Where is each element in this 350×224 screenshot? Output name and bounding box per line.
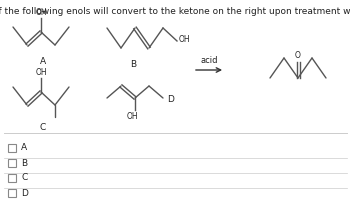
Text: A: A bbox=[40, 57, 46, 66]
Text: OH: OH bbox=[35, 8, 47, 17]
Text: Which of the following enols will convert to the ketone on the right upon treatm: Which of the following enols will conver… bbox=[0, 7, 350, 16]
Text: acid: acid bbox=[200, 56, 218, 65]
Bar bbox=[8, 189, 16, 197]
Text: A: A bbox=[21, 144, 27, 153]
Text: OH: OH bbox=[126, 112, 138, 121]
Text: C: C bbox=[21, 174, 27, 183]
Text: D: D bbox=[167, 95, 174, 105]
Bar bbox=[8, 174, 16, 182]
Text: B: B bbox=[21, 159, 27, 168]
Text: B: B bbox=[130, 60, 136, 69]
Text: C: C bbox=[40, 123, 46, 132]
Text: OH: OH bbox=[179, 34, 191, 43]
Bar bbox=[8, 144, 16, 152]
Bar bbox=[8, 159, 16, 167]
Text: O: O bbox=[295, 51, 301, 60]
Text: D: D bbox=[21, 189, 28, 198]
Text: OH: OH bbox=[35, 68, 47, 77]
